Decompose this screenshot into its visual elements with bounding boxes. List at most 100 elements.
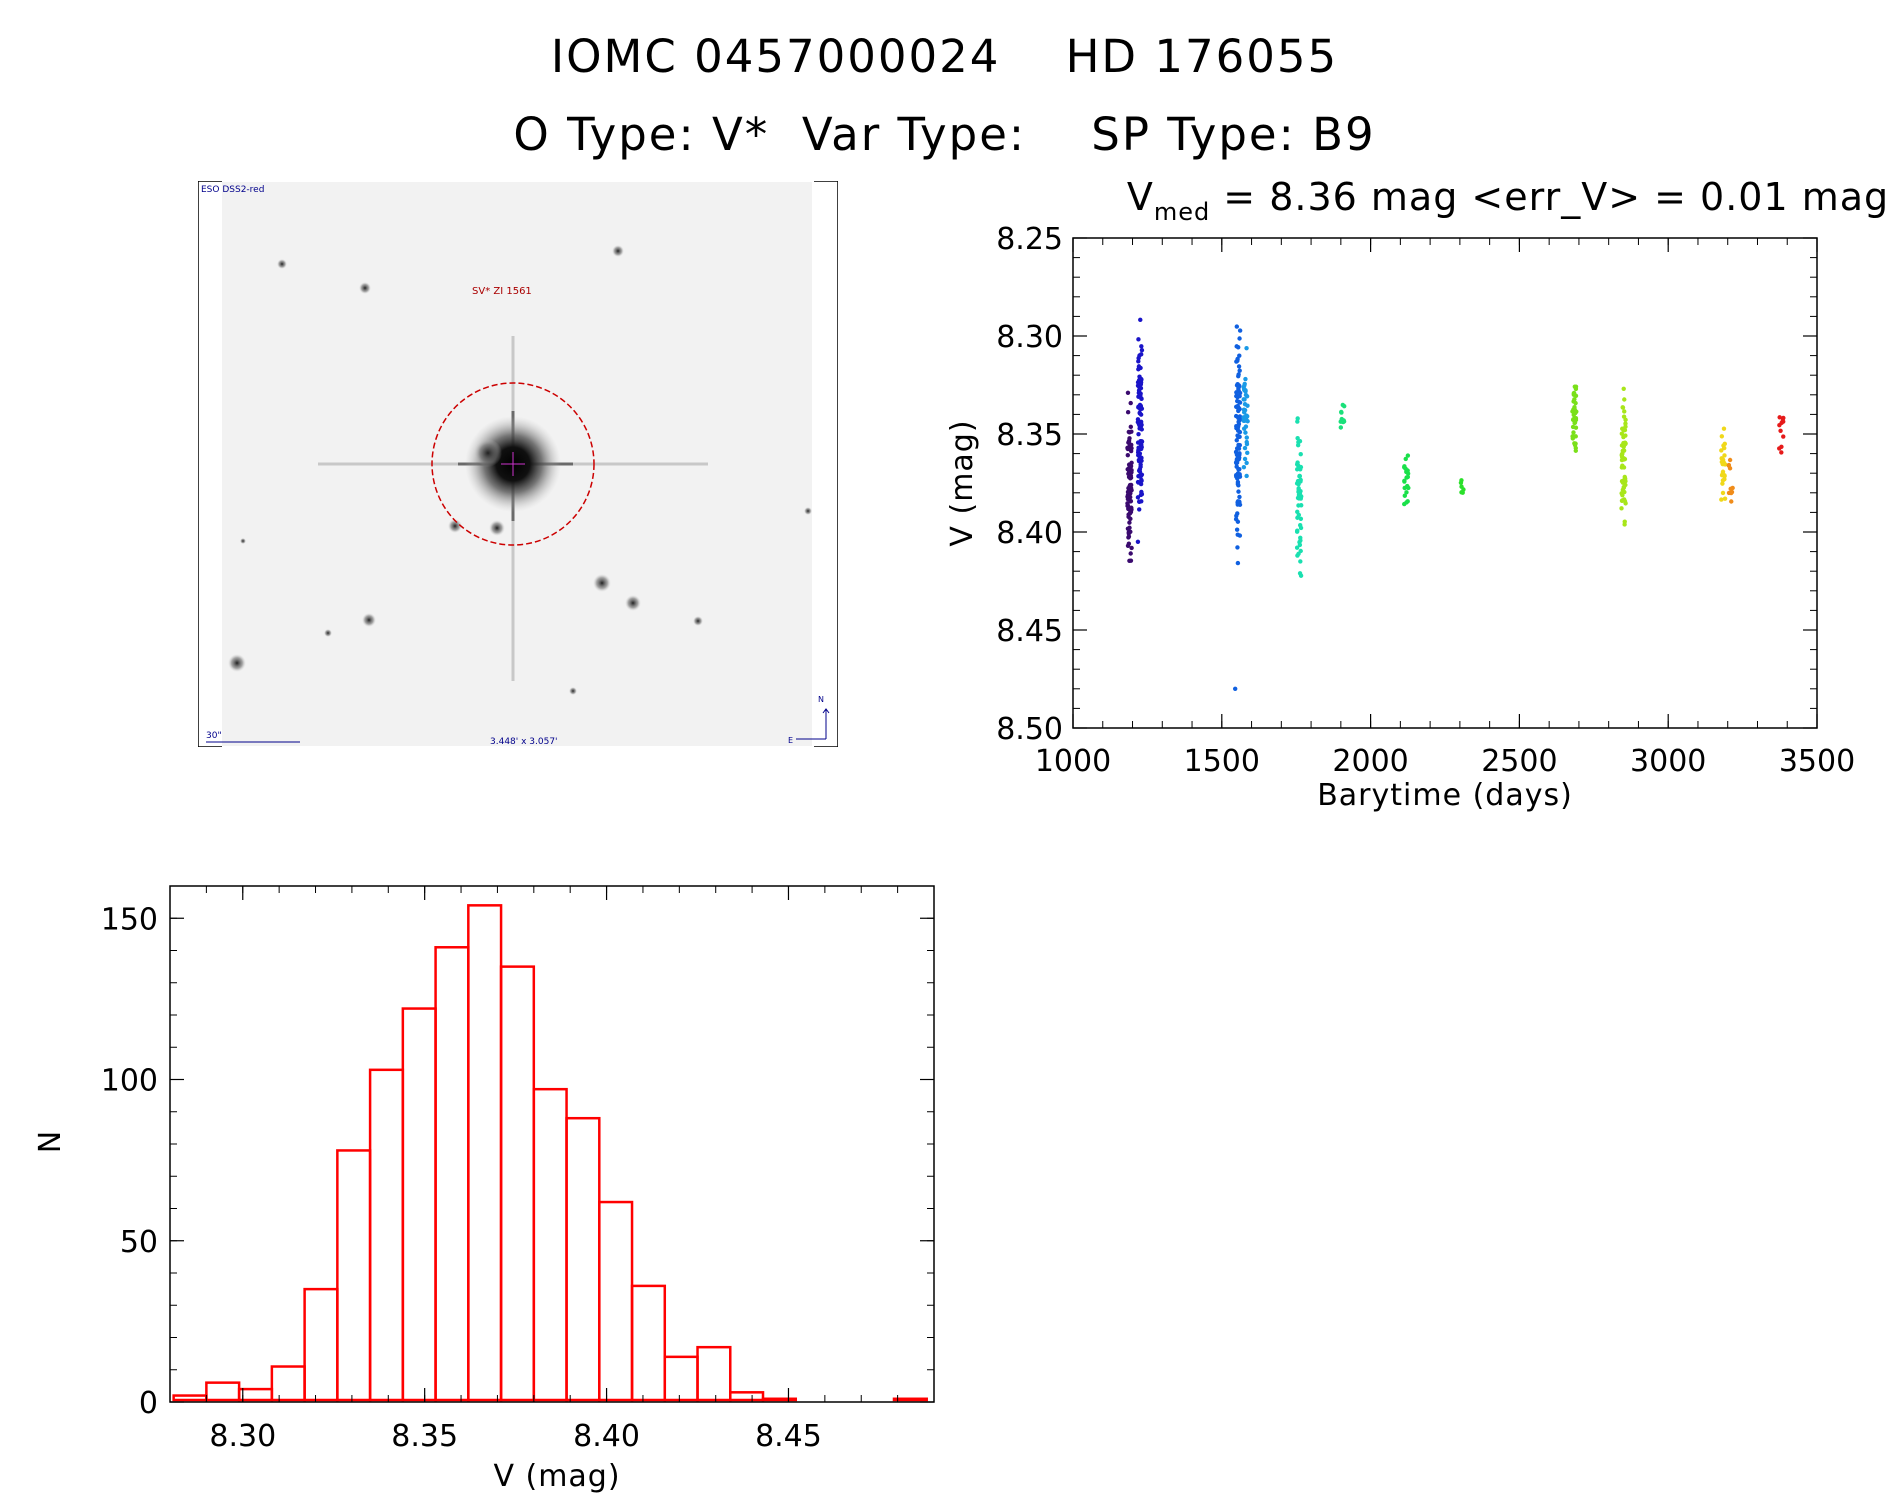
data-point xyxy=(1623,441,1628,446)
data-point xyxy=(1570,424,1576,430)
data-point xyxy=(1298,516,1304,521)
title-subscript: med xyxy=(1154,198,1210,226)
x-tick-label: 3000 xyxy=(1630,744,1706,779)
data-point xyxy=(1235,511,1240,516)
data-point xyxy=(1299,494,1304,499)
data-point xyxy=(1572,442,1578,448)
data-point xyxy=(1234,393,1240,398)
histogram-bar xyxy=(434,946,470,1402)
data-point xyxy=(1236,406,1241,412)
data-point xyxy=(1620,463,1625,468)
histogram-bar xyxy=(892,1397,928,1402)
y-tick-label: 8.40 xyxy=(996,516,1063,551)
data-point xyxy=(1125,410,1131,415)
data-point xyxy=(1573,400,1578,406)
data-point xyxy=(1236,483,1241,488)
title-symbol: V xyxy=(1127,175,1154,219)
survey-label: ESO DSS2-red xyxy=(201,185,264,195)
histogram-bars xyxy=(172,904,928,1402)
light-curve-points xyxy=(1125,317,1786,691)
data-point xyxy=(1781,434,1786,439)
histogram-bar xyxy=(336,1149,372,1402)
data-point xyxy=(1298,525,1304,531)
data-point xyxy=(1237,442,1243,448)
data-point xyxy=(1236,382,1241,388)
data-point xyxy=(1621,386,1626,391)
data-point xyxy=(1339,409,1344,415)
data-point xyxy=(1136,337,1141,342)
histogram-bar xyxy=(499,965,536,1402)
data-point xyxy=(1125,452,1131,458)
data-point xyxy=(1619,498,1625,503)
data-point xyxy=(1237,455,1242,460)
data-point xyxy=(1234,359,1239,364)
histogram-bar xyxy=(729,1391,765,1402)
data-point xyxy=(1237,429,1243,435)
data-point xyxy=(1405,499,1410,504)
data-point xyxy=(1622,397,1627,402)
data-point xyxy=(1237,353,1242,358)
data-point xyxy=(1573,448,1578,453)
light-curve-ticks: 1000 1500 2000 2500 3000 3500 8.25 8.30 8.35 8.40… xyxy=(996,222,1855,779)
data-point xyxy=(1139,344,1144,349)
fov-label: 3.448' x 3.057' xyxy=(490,737,558,747)
chart-title-line2: O Type: V* Var Type: SP Type: B9 xyxy=(513,108,1376,161)
data-point xyxy=(1404,475,1409,480)
data-point xyxy=(1128,551,1133,556)
histogram-bar xyxy=(565,1116,601,1402)
data-point xyxy=(1234,424,1239,429)
data-point xyxy=(1139,478,1144,484)
data-point xyxy=(1236,399,1242,405)
histogram-ylabel: N xyxy=(33,1131,68,1153)
data-point xyxy=(1125,390,1131,395)
histogram-bar xyxy=(598,1200,634,1402)
data-point xyxy=(1129,429,1134,434)
histogram-bar xyxy=(630,1284,667,1402)
data-point xyxy=(1138,317,1143,323)
data-point xyxy=(1236,372,1241,377)
y-tick-label: 8.35 xyxy=(996,418,1063,453)
data-point xyxy=(1298,548,1303,554)
data-point xyxy=(1236,386,1241,392)
x-tick-label: 8.35 xyxy=(391,1419,458,1454)
data-point xyxy=(1721,426,1727,431)
data-point xyxy=(1619,431,1625,436)
data-point xyxy=(1623,424,1628,429)
data-point xyxy=(1405,453,1411,458)
data-point xyxy=(1622,409,1627,414)
data-point xyxy=(1127,443,1132,448)
data-point xyxy=(1244,435,1249,440)
data-point xyxy=(1296,488,1302,494)
data-point xyxy=(1721,443,1726,448)
histogram-bar xyxy=(663,1355,699,1402)
data-point xyxy=(1243,416,1249,422)
data-point xyxy=(1137,451,1143,456)
x-tick-label: 8.30 xyxy=(209,1419,276,1454)
data-point xyxy=(1242,445,1248,451)
data-point xyxy=(1243,392,1249,398)
data-point xyxy=(1136,359,1141,364)
data-point xyxy=(1298,538,1303,543)
data-point xyxy=(1233,449,1239,455)
data-point xyxy=(1297,439,1303,444)
data-point xyxy=(1298,559,1303,564)
data-point xyxy=(1296,481,1301,487)
data-point xyxy=(1294,545,1300,550)
data-point xyxy=(1623,421,1628,426)
data-point xyxy=(1295,509,1300,515)
data-point xyxy=(1237,494,1242,500)
data-point-outlier xyxy=(1232,686,1238,691)
data-point xyxy=(1722,473,1727,478)
x-tick-label: 2000 xyxy=(1332,744,1408,779)
data-point xyxy=(1729,499,1734,504)
data-point xyxy=(1459,484,1464,489)
data-point xyxy=(1403,456,1408,462)
data-point xyxy=(1127,520,1132,525)
data-point xyxy=(1136,457,1142,463)
data-point xyxy=(1125,543,1131,548)
x-tick-label: 8.40 xyxy=(573,1419,640,1454)
x-tick-label: 2500 xyxy=(1481,744,1557,779)
x-tick-label: 8.45 xyxy=(755,1419,822,1454)
data-point xyxy=(1234,527,1240,532)
light-curve-plot-area xyxy=(1072,237,1818,729)
